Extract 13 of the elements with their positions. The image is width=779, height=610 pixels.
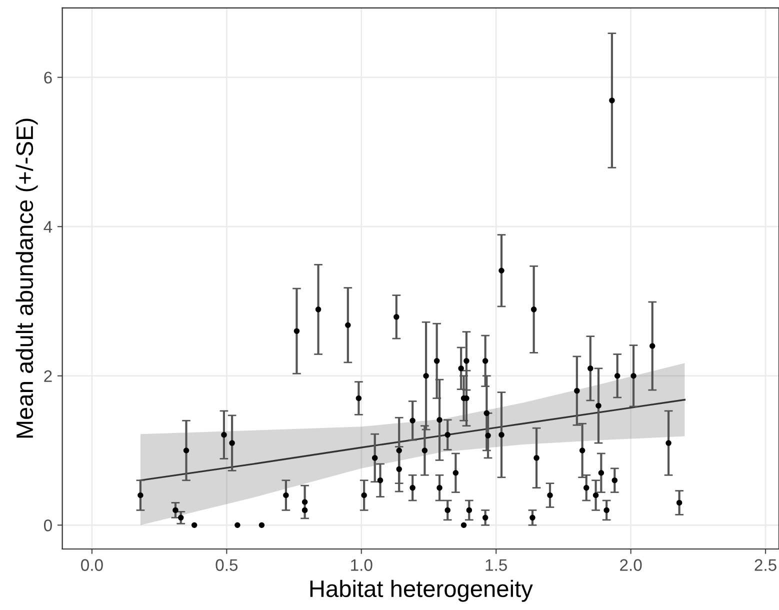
y-tick-label: 4 [44, 221, 52, 233]
y-tick-label: 6 [44, 72, 52, 84]
line-series [140, 398, 686, 482]
y-tick-label: 2 [44, 370, 52, 382]
x-tick-label: 1.0 [351, 559, 372, 571]
x-tick-label: 2.5 [754, 559, 776, 571]
x-tick-label: 2.0 [620, 559, 642, 571]
y-axis-title: Mean adult abundance (+/-SE) [16, 118, 38, 438]
y-tick-label: 0 [44, 520, 52, 532]
x-tick-label: 0.0 [81, 559, 103, 571]
x-tick-label: 0.5 [216, 559, 238, 571]
x-tick-label: 1.5 [486, 559, 507, 571]
x-axis-title: Habitat heterogeneity [310, 580, 533, 602]
